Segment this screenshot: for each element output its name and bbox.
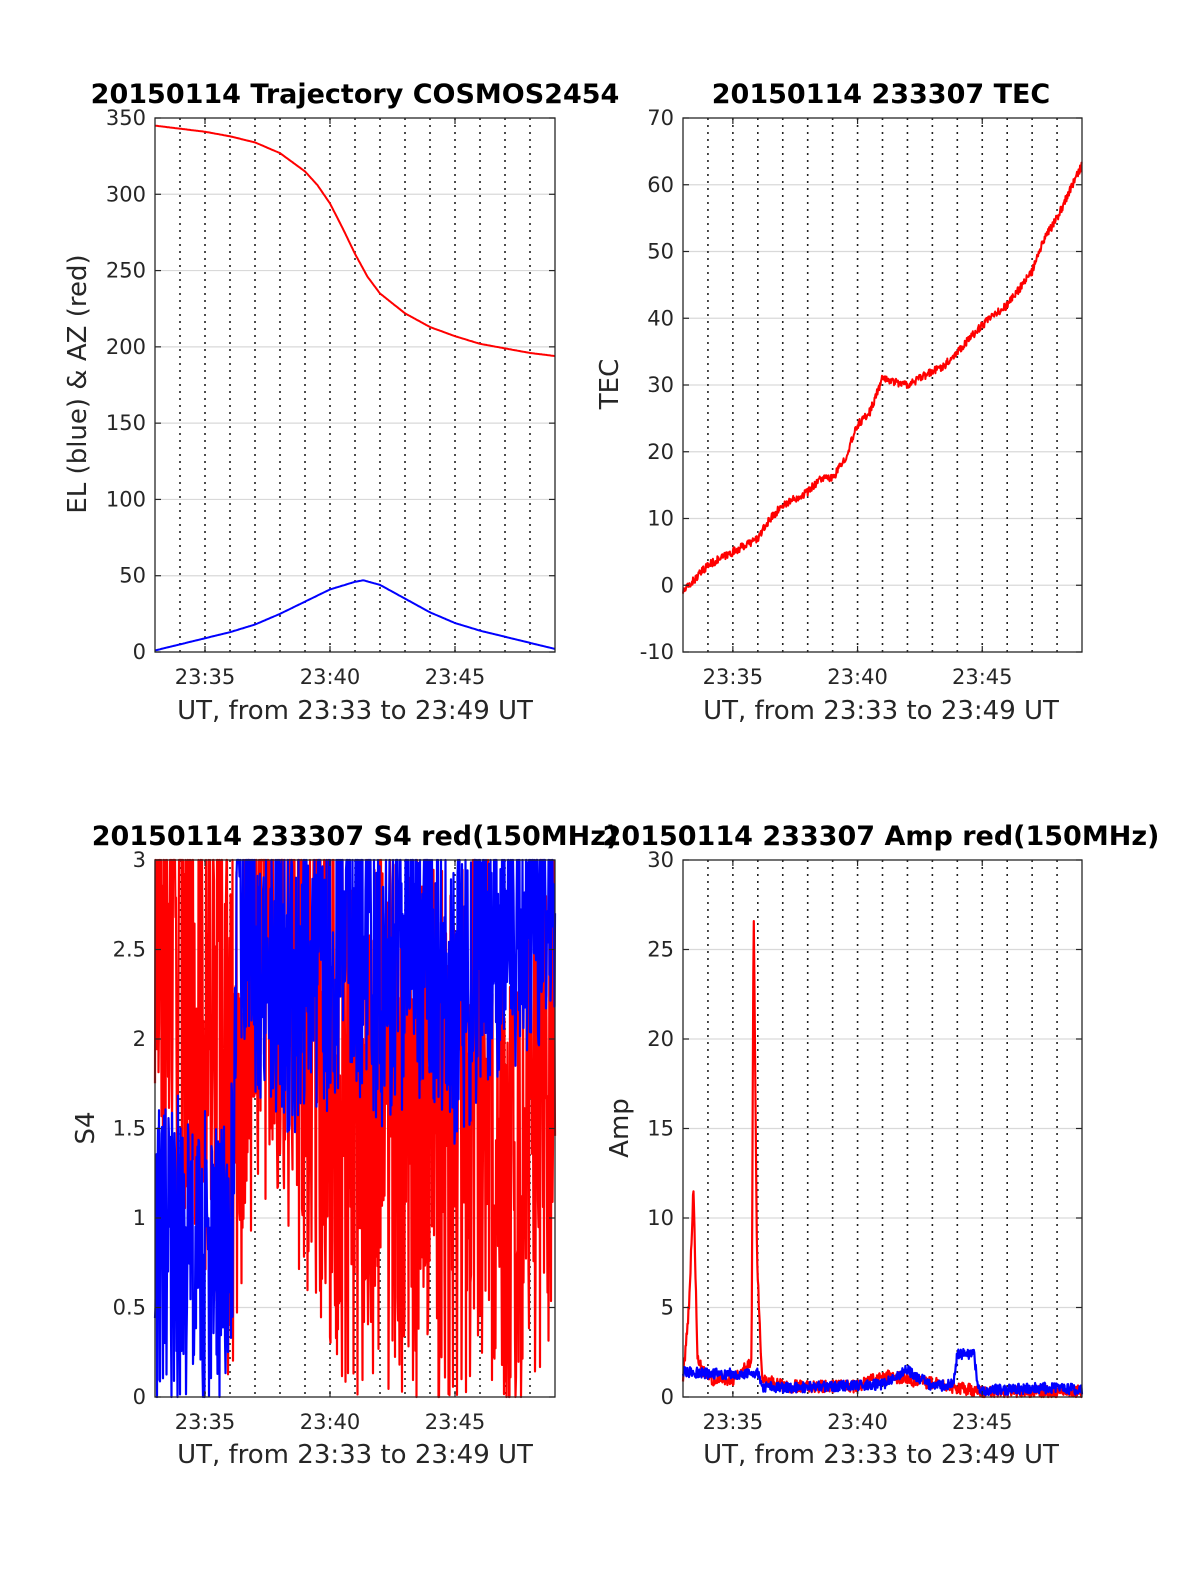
y-tick-label: 250 bbox=[106, 259, 146, 283]
y-tick-label: 0.5 bbox=[113, 1296, 146, 1320]
y-tick-label: 3 bbox=[133, 848, 146, 872]
y-tick-label: 150 bbox=[106, 411, 146, 435]
y-tick-label: 100 bbox=[106, 487, 146, 511]
y-tick-label: 60 bbox=[647, 173, 674, 197]
y-tick-label: 40 bbox=[647, 306, 674, 330]
x-tick-label: 23:35 bbox=[703, 1410, 764, 1434]
x-axis-label: UT, from 23:33 to 23:49 UT bbox=[703, 696, 1059, 726]
y-axis-label: EL (blue) & AZ (red) bbox=[63, 254, 93, 513]
y-tick-label: 0 bbox=[133, 1385, 146, 1409]
y-tick-label: 0 bbox=[133, 640, 146, 664]
y-tick-label: 10 bbox=[647, 507, 674, 531]
y-axis-label: TEC bbox=[595, 359, 625, 410]
y-tick-label: 25 bbox=[647, 938, 674, 962]
series-line bbox=[681, 919, 1083, 1399]
s4-panel: 20150114 233307 S4 red(150MHz) UT, from … bbox=[71, 821, 618, 1470]
y-tick-label: 30 bbox=[647, 373, 674, 397]
y-tick-label: 50 bbox=[647, 240, 674, 264]
y-axis-label: Amp bbox=[605, 1098, 635, 1158]
y-axis-label: S4 bbox=[71, 1111, 101, 1144]
y-tick-label: 50 bbox=[119, 564, 146, 588]
series-line bbox=[682, 161, 1083, 594]
x-tick-label: 23:35 bbox=[175, 1410, 236, 1434]
y-tick-label: 200 bbox=[106, 335, 146, 359]
trajectory-panel: 20150114 Trajectory COSMOS2454 UT, from … bbox=[63, 79, 619, 726]
y-tick-label: 10 bbox=[647, 1206, 674, 1230]
series-line bbox=[154, 579, 556, 652]
y-tick-label: 350 bbox=[106, 106, 146, 130]
x-tick-label: 23:40 bbox=[827, 665, 888, 689]
y-tick-label: 20 bbox=[647, 1027, 674, 1051]
axes-frame bbox=[154, 117, 556, 653]
x-tick-label: 23:45 bbox=[425, 1410, 486, 1434]
y-tick-label: 70 bbox=[647, 106, 674, 130]
y-tick-label: 30 bbox=[647, 848, 674, 872]
y-tick-label: 0 bbox=[661, 1385, 674, 1409]
y-tick-label: 1 bbox=[133, 1206, 146, 1230]
series-line bbox=[153, 858, 557, 1399]
panel-title: 20150114 233307 TEC bbox=[712, 79, 1051, 110]
y-tick-label: 0 bbox=[661, 573, 674, 597]
series-line bbox=[154, 124, 556, 357]
x-tick-label: 23:40 bbox=[300, 1410, 361, 1434]
x-tick-label: 23:35 bbox=[703, 665, 764, 689]
x-axis-label: UT, from 23:33 to 23:49 UT bbox=[177, 696, 533, 726]
y-tick-label: 1.5 bbox=[113, 1117, 146, 1141]
x-tick-label: 23:40 bbox=[827, 1410, 888, 1434]
y-tick-label: 5 bbox=[661, 1296, 674, 1320]
x-tick-label: 23:45 bbox=[952, 665, 1013, 689]
series-line bbox=[681, 1347, 1084, 1397]
x-axis-label: UT, from 23:33 to 23:49 UT bbox=[177, 1440, 533, 1470]
amp-panel: 20150114 233307 Amp red(150MHz) UT, from… bbox=[603, 821, 1160, 1470]
y-tick-label: 2.5 bbox=[113, 938, 146, 962]
panel-title: 20150114 Trajectory COSMOS2454 bbox=[91, 79, 620, 110]
panel-title: 20150114 233307 S4 red(150MHz) bbox=[92, 821, 619, 852]
panel-title: 20150114 233307 Amp red(150MHz) bbox=[603, 821, 1160, 852]
y-tick-label: 300 bbox=[106, 182, 146, 206]
y-tick-label: 20 bbox=[647, 440, 674, 464]
y-tick-label: 2 bbox=[133, 1027, 146, 1051]
x-tick-label: 23:45 bbox=[425, 665, 486, 689]
x-tick-label: 23:45 bbox=[952, 1410, 1013, 1434]
x-tick-label: 23:35 bbox=[175, 665, 236, 689]
tec-panel: 20150114 233307 TEC UT, from 23:33 to 23… bbox=[595, 79, 1083, 726]
y-tick-label: -10 bbox=[640, 640, 674, 664]
y-tick-label: 15 bbox=[647, 1117, 674, 1141]
x-tick-label: 23:40 bbox=[300, 665, 361, 689]
x-axis-label: UT, from 23:33 to 23:49 UT bbox=[703, 1440, 1059, 1470]
